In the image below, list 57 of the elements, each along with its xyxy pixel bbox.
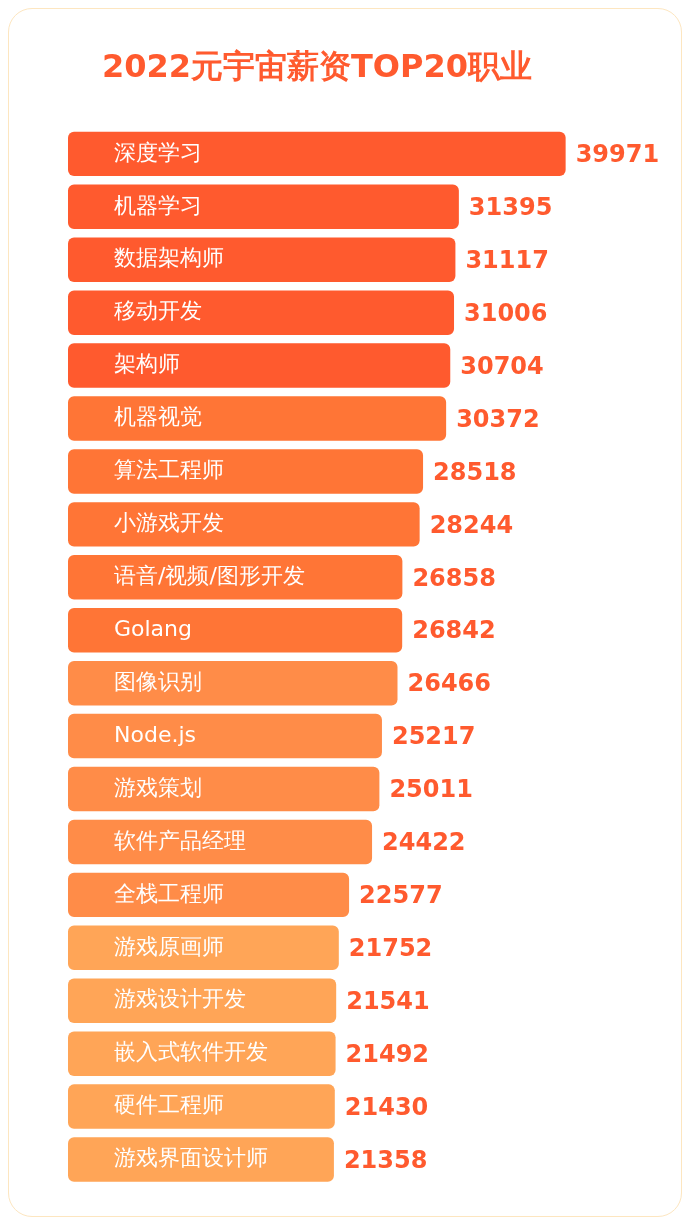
y-tick-label: 数据架构师 [114, 245, 224, 271]
data-label: 21430 [344, 1092, 429, 1121]
bar [68, 237, 456, 282]
y-tick-label: 算法工程师 [114, 457, 224, 483]
data-label: 31117 [465, 245, 549, 274]
bar [68, 131, 566, 177]
data-label: 26842 [412, 616, 496, 645]
data-label: 21541 [346, 986, 430, 1015]
y-tick-label: 机器视觉 [114, 404, 202, 430]
y-tick-label: 图像识别 [114, 668, 202, 694]
data-label: 28518 [433, 457, 517, 486]
bar [68, 396, 447, 441]
y-tick-label: 移动开发 [114, 298, 202, 324]
data-label: 28244 [429, 510, 514, 539]
bar [68, 660, 398, 706]
y-tick-label: 语音/视频/图形开发 [114, 563, 305, 589]
bar [68, 766, 380, 812]
bar [68, 1031, 336, 1076]
data-label: 25011 [389, 775, 473, 804]
y-tick-label: 硬件工程师 [114, 1092, 224, 1118]
data-label: 25217 [391, 722, 476, 751]
y-tick-label: 游戏策划 [114, 774, 202, 800]
bar [68, 343, 451, 388]
data-label: 31395 [468, 193, 553, 222]
y-tick-label: 嵌入式软件开发 [114, 1039, 268, 1065]
chart-title: 2022元宇宙薪资TOP20职业 [101, 46, 533, 85]
data-label: 21358 [343, 1145, 428, 1174]
y-tick-label: Golang [114, 615, 193, 641]
data-label: 39971 [575, 140, 660, 169]
bar [68, 608, 403, 653]
y-tick-label: 软件产品经理 [114, 827, 246, 853]
data-label: 21492 [345, 1039, 430, 1068]
bar [68, 819, 373, 865]
bar [68, 1084, 335, 1129]
bar [68, 872, 350, 918]
y-tick-label: 游戏原画师 [114, 933, 224, 959]
y-tick-label: 小游戏开发 [114, 510, 224, 536]
y-tick-label: 游戏界面设计师 [114, 1145, 268, 1171]
data-label: 24422 [382, 828, 466, 857]
y-tick-label: 全栈工程师 [114, 880, 224, 906]
bar [68, 290, 455, 335]
data-label: 22577 [359, 881, 443, 910]
data-label: 30704 [460, 351, 544, 380]
data-label: 31006 [464, 298, 548, 327]
y-tick-label: 机器学习 [114, 192, 202, 218]
y-tick-label: 深度学习 [114, 139, 202, 165]
data-label: 26858 [412, 563, 496, 592]
y-tick-label: 游戏设计开发 [114, 986, 246, 1012]
data-label: 21752 [348, 934, 433, 963]
data-label: 30372 [456, 404, 540, 433]
bar [68, 502, 420, 547]
y-tick-label: 架构师 [114, 351, 180, 377]
bar [68, 713, 382, 759]
data-label: 26466 [407, 669, 491, 698]
bar [68, 184, 459, 230]
bar [68, 449, 424, 494]
y-tick-label: Node.js [114, 721, 196, 747]
